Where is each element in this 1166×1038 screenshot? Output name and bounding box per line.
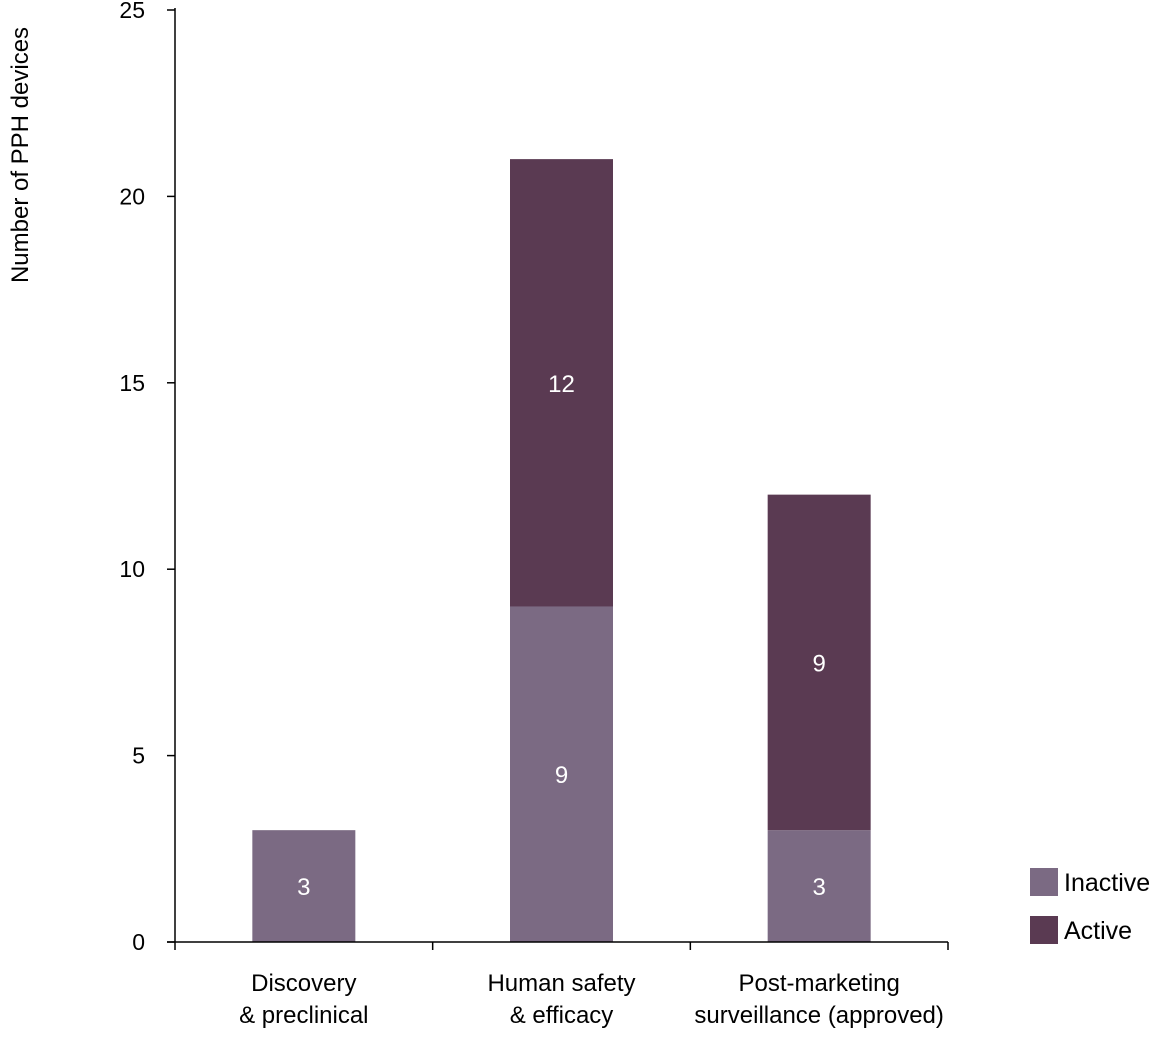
- legend-swatch-active: [1030, 916, 1058, 944]
- legend-label-inactive: Inactive: [1064, 869, 1150, 897]
- x-tick-label: Human safety: [487, 970, 635, 997]
- y-tick-label: 10: [119, 556, 145, 582]
- x-tick-label: & efficacy: [510, 1002, 614, 1029]
- bar-active-2: [767, 494, 871, 831]
- data-label: 9: [555, 762, 568, 789]
- y-tick-label: 20: [119, 183, 145, 209]
- y-tick-label: 0: [132, 929, 145, 955]
- bar-inactive-1: [510, 606, 613, 942]
- bar-inactive-0: [252, 830, 356, 942]
- axes: 0 5 10 15 20 25 Discovery & preclinical Human sa…: [7, 0, 949, 1029]
- x-tick-label: Post-marketing: [738, 970, 899, 997]
- plot-area: 3 9 12 3 9: [252, 159, 871, 942]
- legend: Inactive Active: [1030, 868, 1150, 945]
- y-tick-label: 25: [119, 0, 145, 23]
- x-tick-label: Discovery: [251, 970, 356, 997]
- data-label: 3: [812, 874, 825, 901]
- y-tick-label: 5: [132, 743, 145, 769]
- y-axis-title: Number of PPH devices: [7, 27, 34, 283]
- data-label: 3: [297, 874, 310, 901]
- data-label: 9: [812, 650, 825, 677]
- x-tick-label: surveillance (approved): [694, 1002, 943, 1029]
- data-label: 12: [548, 371, 575, 398]
- legend-swatch-inactive: [1030, 868, 1058, 896]
- y-tick-label: 15: [119, 370, 145, 396]
- x-tick-label: & preclinical: [239, 1002, 368, 1029]
- bar-inactive-2: [767, 830, 871, 942]
- bar-active-1: [510, 159, 613, 607]
- legend-label-active: Active: [1064, 917, 1132, 945]
